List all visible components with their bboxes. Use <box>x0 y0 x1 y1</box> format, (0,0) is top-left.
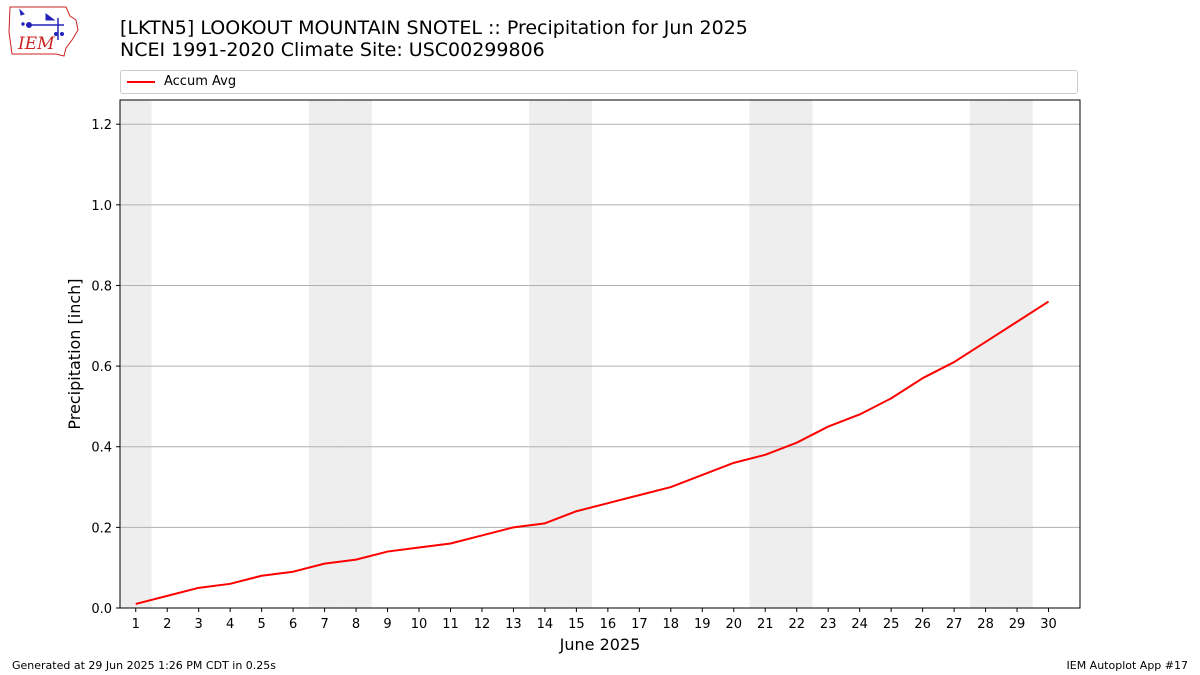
weekend-band <box>749 100 781 608</box>
weekend-band <box>529 100 561 608</box>
x-tick-label: 13 <box>505 617 522 632</box>
x-tick-label: 6 <box>289 617 297 632</box>
chart-title: [LKTN5] LOOKOUT MOUNTAIN SNOTEL :: Preci… <box>120 17 748 39</box>
x-tick-label: 29 <box>1009 617 1026 632</box>
x-tick-label: 27 <box>946 617 963 632</box>
x-tick-label: 23 <box>820 617 837 632</box>
iem-logo: IEM <box>8 6 79 57</box>
x-tick-label: 21 <box>757 617 774 632</box>
legend-line-swatch <box>127 81 155 83</box>
legend: Accum Avg <box>120 70 1078 94</box>
weekend-band <box>969 100 1002 608</box>
x-tick-label: 10 <box>411 617 428 632</box>
x-tick-label: 8 <box>352 617 360 632</box>
x-tick-label: 1 <box>132 617 140 632</box>
y-tick-label: 0.6 <box>91 360 112 375</box>
x-tick-label: 15 <box>568 617 585 632</box>
weekend-band <box>340 100 372 608</box>
x-tick-label: 25 <box>883 617 900 632</box>
logo-text: IEM <box>17 34 55 54</box>
x-tick-label: 9 <box>383 617 391 632</box>
x-tick-label: 30 <box>1040 617 1057 632</box>
x-tick-label: 2 <box>163 617 171 632</box>
x-tick-label: 24 <box>851 617 868 632</box>
x-tick-label: 18 <box>663 617 680 632</box>
x-axis-label: June 2025 <box>559 635 641 654</box>
plot-frame <box>119 99 1081 609</box>
x-tick-label: 26 <box>914 617 931 632</box>
x-tick-label: 7 <box>320 617 328 632</box>
x-tick-label: 19 <box>694 617 711 632</box>
generated-timestamp: Generated at 29 Jun 2025 1:26 PM CDT in … <box>12 659 277 672</box>
app-label: IEM Autoplot App #17 <box>1066 659 1189 672</box>
y-tick-label: 0.0 <box>91 602 112 617</box>
weekend-band <box>120 100 152 608</box>
x-tick-label: 11 <box>442 617 459 632</box>
series-line-accum-avg <box>135 300 1050 605</box>
x-tick-label: 17 <box>631 617 648 632</box>
y-axis-label: Precipitation [inch] <box>65 278 84 429</box>
weekend-band <box>1001 100 1033 608</box>
legend-label: Accum Avg <box>164 74 237 89</box>
y-tick-label: 0.8 <box>91 279 112 294</box>
x-tick-label: 5 <box>257 617 265 632</box>
weekend-band <box>308 100 341 608</box>
y-tick-label: 1.0 <box>91 199 112 214</box>
chart-subtitle: NCEI 1991-2020 Climate Site: USC00299806 <box>120 39 545 61</box>
weather-station-icon <box>19 8 64 40</box>
weekend-band <box>780 100 813 608</box>
x-tick-label: 4 <box>226 617 234 632</box>
weekend-band <box>560 100 593 608</box>
y-tick-label: 0.2 <box>91 521 112 536</box>
y-tick-label: 0.4 <box>91 441 112 456</box>
x-tick-label: 28 <box>977 617 994 632</box>
x-tick-label: 22 <box>788 617 805 632</box>
x-tick-label: 12 <box>474 617 491 632</box>
y-tick-label: 1.2 <box>91 118 112 133</box>
x-tick-label: 3 <box>195 617 203 632</box>
x-tick-label: 16 <box>600 617 617 632</box>
x-tick-label: 20 <box>725 617 742 632</box>
x-tick-label: 14 <box>537 617 554 632</box>
state-outline-icon <box>8 6 79 57</box>
